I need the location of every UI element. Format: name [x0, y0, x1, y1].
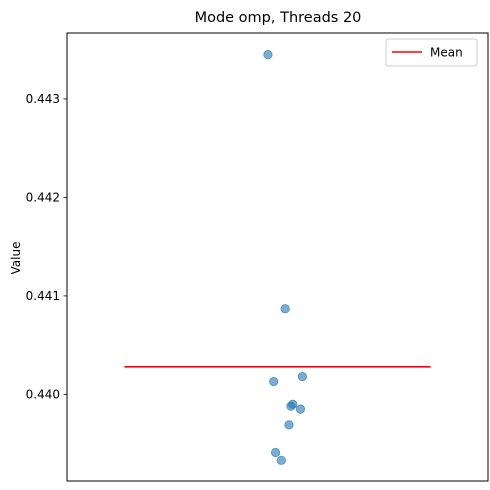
plot-frame — [66, 32, 489, 482]
y-axis-label: Value — [9, 242, 23, 275]
data-point — [280, 304, 290, 314]
data-point — [284, 420, 294, 430]
y-tick-label: 0.440 — [26, 388, 60, 402]
y-axis-ticks: 0.440 0.441 0.442 0.443 — [26, 92, 67, 402]
y-tick-label: 0.443 — [26, 92, 60, 106]
y-tick-label: 0.441 — [26, 289, 60, 303]
legend-mean-label: Mean — [430, 46, 463, 60]
chart-title: Mode omp, Threads 20 — [195, 10, 362, 26]
data-point — [297, 372, 307, 382]
legend: Mean — [385, 38, 478, 67]
y-tick-label: 0.442 — [26, 191, 60, 205]
data-points — [263, 50, 307, 465]
data-point — [270, 447, 281, 458]
legend-box — [385, 38, 478, 67]
data-point — [286, 401, 296, 411]
data-point — [295, 404, 306, 414]
data-point — [269, 376, 279, 387]
data-point — [263, 50, 273, 60]
data-point — [276, 455, 286, 465]
